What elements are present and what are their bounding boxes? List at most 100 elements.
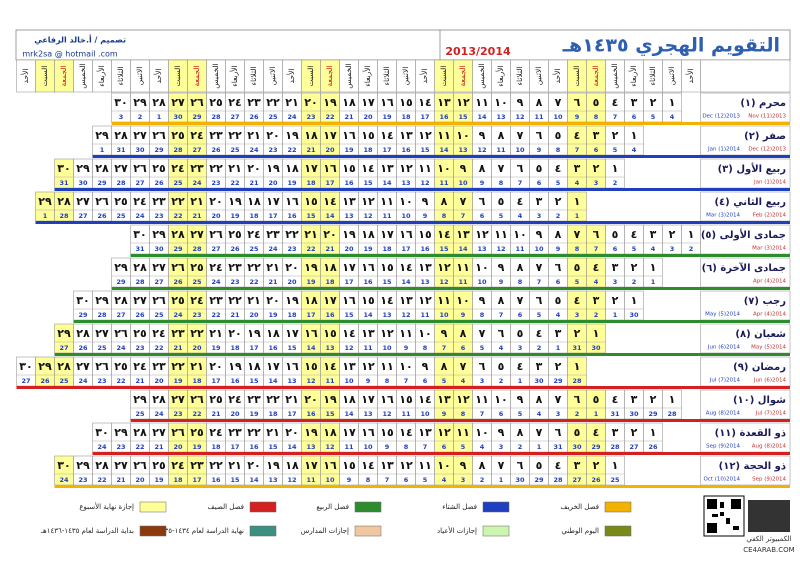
gregorian-day: 12 bbox=[287, 476, 296, 484]
gregorian-month: Nov (11)2013 bbox=[748, 114, 786, 120]
gregorian-day: 17 bbox=[325, 179, 334, 187]
gregorian-day: 19 bbox=[230, 212, 240, 220]
gregorian-day: 25 bbox=[268, 113, 278, 121]
hijri-day: ١٨ bbox=[342, 96, 356, 109]
gregorian-day: 2 bbox=[594, 311, 599, 319]
hijri-day: ٥ bbox=[612, 228, 619, 241]
hijri-day: ١ bbox=[669, 393, 676, 406]
hijri-day: ١٣ bbox=[361, 327, 375, 340]
hijri-day: ٢٥ bbox=[171, 129, 185, 142]
weekday-header: السبت bbox=[439, 66, 448, 87]
hijri-day: ١١ bbox=[418, 162, 431, 175]
hijri-day: ٢٤ bbox=[133, 195, 146, 208]
gregorian-day: 30 bbox=[629, 311, 639, 319]
gregorian-day: 12 bbox=[515, 113, 524, 121]
hijri-day: ٢ bbox=[612, 129, 619, 142]
hijri-day: ١٧ bbox=[266, 195, 280, 208]
hijri-day: ٨ bbox=[498, 294, 505, 307]
month-name: ذو الحجة (١٢) bbox=[719, 461, 786, 472]
gregorian-day: 4 bbox=[480, 443, 485, 451]
gregorian-day: 20 bbox=[344, 245, 354, 253]
hijri-day: ١٥ bbox=[304, 195, 318, 208]
gregorian-day: 6 bbox=[442, 443, 447, 451]
gregorian-day: 16 bbox=[420, 245, 430, 253]
gregorian-month: May (5)2014 bbox=[751, 345, 786, 351]
gregorian-day: 30 bbox=[78, 179, 88, 187]
season-bar bbox=[130, 419, 790, 422]
gregorian-day: 20 bbox=[287, 278, 297, 286]
hijri-day: ١٥ bbox=[323, 327, 337, 340]
gregorian-day: 28 bbox=[572, 377, 582, 385]
hijri-day: ٢٤ bbox=[171, 162, 184, 175]
hijri-day: ١٩ bbox=[323, 96, 337, 109]
hijri-day: ٣ bbox=[631, 393, 638, 406]
gregorian-day: 19 bbox=[154, 476, 164, 484]
hijri-day: ٢ bbox=[669, 228, 676, 241]
hijri-day: ١٧ bbox=[342, 261, 356, 274]
gregorian-day: 5 bbox=[461, 443, 466, 451]
gregorian-day: 25 bbox=[59, 377, 69, 385]
gregorian-day: 13 bbox=[401, 179, 410, 187]
hijri-day: ١٧ bbox=[304, 162, 318, 175]
gregorian-day: 8 bbox=[480, 311, 485, 319]
gregorian-day: 22 bbox=[249, 278, 258, 286]
hijri-day: ٢٩ bbox=[114, 261, 128, 274]
gregorian-day: 4 bbox=[632, 146, 637, 154]
legend-label: إجازات المدارس bbox=[301, 527, 349, 535]
gregorian-day: 9 bbox=[347, 476, 352, 484]
gregorian-day: 18 bbox=[363, 146, 373, 154]
gregorian-day: 19 bbox=[268, 311, 278, 319]
hijri-day: ١ bbox=[688, 228, 695, 241]
gregorian-day: 11 bbox=[325, 377, 335, 385]
hijri-day: ١٩ bbox=[266, 162, 280, 175]
legend-swatch bbox=[482, 525, 510, 537]
gregorian-day: 12 bbox=[382, 410, 391, 418]
hijri-day: ١ bbox=[574, 360, 581, 373]
hijri-day: ٢١ bbox=[190, 195, 203, 208]
gregorian-day: 20 bbox=[325, 146, 335, 154]
hijri-day: ٢١ bbox=[209, 327, 222, 340]
gregorian-day: 13 bbox=[496, 113, 505, 121]
hijri-day: ١٨ bbox=[323, 426, 337, 439]
hijri-day: ٢ bbox=[555, 360, 562, 373]
hijri-day: ٢٨ bbox=[152, 393, 166, 406]
hijri-day: ٢٥ bbox=[114, 195, 128, 208]
weekday-header: الخميس bbox=[610, 63, 619, 88]
gregorian-day: 23 bbox=[154, 212, 163, 220]
hijri-day: ٢٧ bbox=[171, 393, 185, 406]
month-name: محرم (١) bbox=[740, 98, 786, 109]
gregorian-day: 18 bbox=[287, 311, 297, 319]
hijri-day: ٢٨ bbox=[114, 294, 128, 307]
gregorian-day: 19 bbox=[249, 410, 259, 418]
hijri-day: ٩ bbox=[441, 327, 448, 340]
gregorian-day: 22 bbox=[306, 245, 315, 253]
weekday-header: الاثنين bbox=[401, 67, 410, 86]
gregorian-day: 5 bbox=[518, 410, 523, 418]
gregorian-day: 16 bbox=[211, 476, 221, 484]
weekday-header: الاثنين bbox=[667, 67, 676, 86]
gregorian-day: 19 bbox=[382, 113, 392, 121]
gregorian-day: 7 bbox=[461, 212, 466, 220]
month-label-cell bbox=[700, 389, 791, 420]
hijri-day: ٨ bbox=[460, 327, 467, 340]
gregorian-day: 18 bbox=[306, 179, 316, 187]
hijri-day: ٢٦ bbox=[95, 360, 109, 373]
gregorian-day: 20 bbox=[268, 179, 278, 187]
hijri-day: ١٤ bbox=[418, 393, 431, 406]
hijri-day: ٢٧ bbox=[114, 459, 128, 472]
hijri-day: ٢٧ bbox=[133, 294, 147, 307]
hijri-day: ٣ bbox=[612, 426, 619, 439]
gregorian-day: 17 bbox=[192, 476, 201, 484]
hijri-day: ٢٨ bbox=[152, 96, 166, 109]
hijri-day: ٣ bbox=[536, 195, 543, 208]
hijri-day: ٢٤ bbox=[247, 228, 260, 241]
weekday-header: الثلاثاء bbox=[648, 66, 657, 85]
month-name: رجب (٧) bbox=[744, 296, 787, 307]
gregorian-day: 25 bbox=[173, 179, 183, 187]
hijri-day: ٣ bbox=[574, 459, 581, 472]
hijri-day: ٢٢ bbox=[247, 261, 261, 274]
gregorian-day: 18 bbox=[230, 344, 240, 352]
hijri-day: ١٠ bbox=[475, 261, 488, 274]
gregorian-day: 4 bbox=[518, 212, 523, 220]
hijri-day: ١٢ bbox=[437, 426, 451, 439]
